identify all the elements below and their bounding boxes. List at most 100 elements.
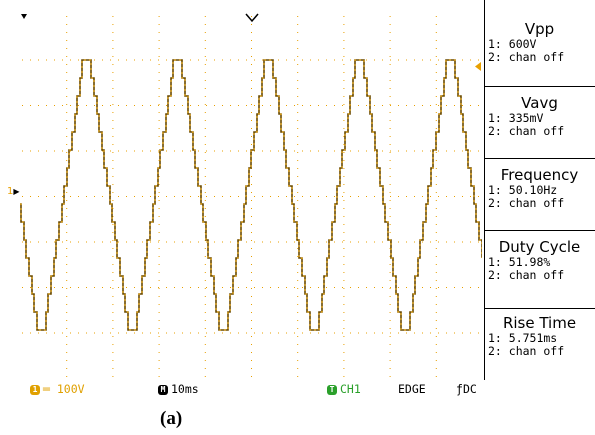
trigger-source-readout[interactable]: T CH1 <box>327 381 361 397</box>
grid-dot <box>158 176 160 177</box>
trigger-level-icon[interactable] <box>474 62 482 72</box>
grid-dot <box>343 336 345 337</box>
grid-dot <box>214 59 215 61</box>
grid-dot <box>358 105 359 106</box>
grid-dot <box>204 128 206 129</box>
grid-dot <box>382 287 383 288</box>
grid-dot <box>204 80 206 81</box>
grid-dot <box>297 176 299 177</box>
grid-dot <box>389 368 391 369</box>
grid-dot <box>262 196 263 197</box>
grid-dot <box>435 248 437 249</box>
waveform-graticule <box>20 16 482 377</box>
grid-dot <box>435 216 437 217</box>
grid-dot <box>251 40 252 41</box>
grid-dot <box>251 88 252 89</box>
grid-dot <box>389 40 391 41</box>
grid-dot <box>158 256 160 257</box>
grid-dot <box>454 332 455 334</box>
measurement-vavg[interactable]: Vavg 1: 335mV 2: chan off <box>484 94 595 138</box>
grid-dot <box>66 136 68 137</box>
grid-dot <box>318 59 319 61</box>
grid-dot <box>382 59 383 61</box>
grid-dot <box>438 59 439 61</box>
grid-dot <box>182 241 183 243</box>
grid-dot <box>262 241 263 243</box>
grid-dot <box>66 112 68 113</box>
grid-dot <box>435 344 437 345</box>
grid-dot <box>326 196 327 197</box>
grid-dot <box>66 88 68 89</box>
grid-dot <box>66 248 68 249</box>
grid-dot <box>182 150 183 152</box>
measurement-vpp[interactable]: Vpp 1: 600V 2: chan off <box>484 20 595 64</box>
grid-dot <box>389 232 391 233</box>
grid-dot <box>389 304 391 305</box>
grid-dot <box>389 96 391 97</box>
grid-dot <box>334 196 335 197</box>
grid-dot <box>158 196 159 197</box>
grid-dot <box>158 72 160 73</box>
grid-dot <box>62 332 63 334</box>
grid-dot <box>126 332 127 334</box>
grid-dot <box>435 264 437 265</box>
grid-dot <box>343 168 345 169</box>
grid-dot <box>297 88 299 89</box>
timebase-readout[interactable]: M 10ms <box>158 381 199 397</box>
grid-dot <box>94 59 95 61</box>
ch1-scale-readout[interactable]: 1 ═ 100V <box>30 381 85 397</box>
trigger-coupling-readout[interactable]: ƒDC <box>456 381 477 397</box>
grid-dot <box>406 105 407 106</box>
trigger-type-readout[interactable]: EDGE <box>398 382 426 396</box>
grid-dot <box>174 150 175 152</box>
measurement-title: Rise Time <box>502 314 577 332</box>
grid-dot <box>158 296 160 297</box>
grid-dot <box>54 332 55 334</box>
grid-dot <box>297 168 299 169</box>
grid-dot <box>38 332 39 334</box>
grid-dot <box>158 328 160 329</box>
grid-dot <box>343 216 345 217</box>
grid-dot <box>343 96 345 97</box>
grid-dot <box>158 184 160 185</box>
measurement-ch2-value: 2: chan off <box>488 124 565 138</box>
grid-dot <box>251 192 252 193</box>
grid-dot <box>54 150 55 152</box>
grid-dot <box>343 48 345 49</box>
grid-dot <box>343 296 345 297</box>
grid-dot <box>204 296 206 297</box>
measurement-duty-cycle[interactable]: Duty Cycle 1: 51.98% 2: chan off <box>484 238 595 282</box>
grid-dot <box>150 287 151 288</box>
grid-dot <box>374 332 375 334</box>
ch1-ground-marker[interactable]: 1▶ <box>7 186 20 197</box>
grid-dot <box>238 105 239 106</box>
measurement-rise-time[interactable]: Rise Time 1: 5.751ms 2: chan off <box>484 314 595 358</box>
grid-dot <box>435 312 437 313</box>
grid-dot <box>389 104 391 105</box>
grid-dot <box>158 136 160 137</box>
grid-dot <box>204 344 206 345</box>
grid-dot <box>302 150 303 152</box>
grid-dot <box>66 64 68 65</box>
grid-dot <box>422 241 423 243</box>
grid-dot <box>294 332 295 334</box>
measurement-title: Frequency <box>500 166 579 184</box>
grid-dot <box>204 160 206 161</box>
grid-dot <box>112 288 114 289</box>
measurement-frequency[interactable]: Frequency 1: 50.10Hz 2: chan off <box>484 166 595 210</box>
grid-dot <box>112 40 114 41</box>
ch1-trace-highlight <box>20 59 482 331</box>
trigger-position-icon[interactable] <box>244 13 260 23</box>
grid-dot <box>112 376 114 377</box>
grid-dot <box>462 287 463 288</box>
grid-dot <box>435 280 437 281</box>
grid-dot <box>158 312 160 313</box>
grid-dot <box>158 144 160 145</box>
grid-dot <box>389 296 391 297</box>
grid-dot <box>158 208 160 209</box>
grid-dot <box>86 241 87 243</box>
grid-dot <box>134 150 135 152</box>
grid-dot <box>342 241 343 243</box>
grid-dot <box>262 59 263 61</box>
grid-dot <box>297 344 299 345</box>
